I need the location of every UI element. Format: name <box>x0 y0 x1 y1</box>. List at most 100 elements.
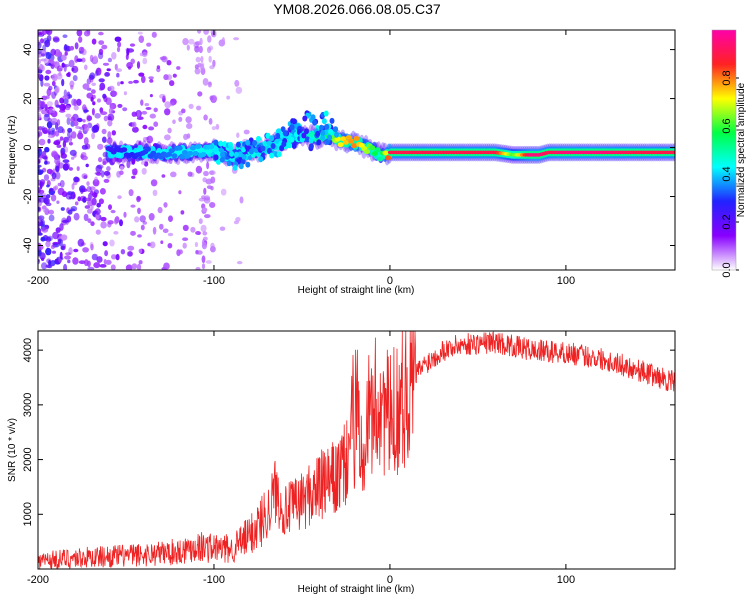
spectrogram-ridge-blob <box>260 145 266 152</box>
spectrogram-noise-blob <box>38 248 42 257</box>
snr-xlabel: Height of straight line (km) <box>298 584 415 595</box>
spectrogram-noise-blob <box>163 74 169 81</box>
spectrogram-noise-blob <box>102 62 110 66</box>
spectrogram-xlabel: Height of straight line (km) <box>298 285 415 296</box>
spectrogram-noise-blob <box>120 81 124 85</box>
colorbar-tick-label: 0.2 <box>721 214 733 229</box>
spectrogram-noise-blob <box>136 263 142 270</box>
spectrogram-noise-blob <box>116 68 122 73</box>
spectrogram-noise-blob <box>138 35 145 43</box>
spectrogram-ridge-blob <box>312 119 318 126</box>
spectrogram-noise-blob <box>81 48 87 56</box>
spectrogram-noise-blob <box>84 259 89 267</box>
spectrogram-noise-blob <box>161 174 166 178</box>
spectrogram-noise-blob <box>87 199 94 207</box>
spectrogram-noise-blob <box>194 41 201 46</box>
spectrogram-noise-blob <box>107 119 113 127</box>
spectrogram-noise-blob <box>109 239 115 247</box>
spectrogram-noise-blob <box>138 72 145 77</box>
spectrogram-noise-blob <box>209 170 214 175</box>
spectrogram-noise-blob <box>85 163 89 168</box>
spectrogram-noise-blob <box>204 214 211 219</box>
spectrogram-noise-blob <box>110 264 116 270</box>
spectrogram-noise-blob <box>55 165 60 173</box>
spectrogram-noise-blob <box>61 54 67 61</box>
snr-ytick-label: 4000 <box>22 338 34 362</box>
spectrogram-noise-blob <box>202 231 208 236</box>
spectrogram-noise-blob <box>71 65 79 73</box>
spectrogram-ridge-blob <box>315 130 321 137</box>
spectrogram-noise-blob <box>200 224 207 233</box>
spectrogram-noise-blob <box>159 223 164 230</box>
spectrogram-noise-blob <box>62 243 66 249</box>
spectrogram-noise-blob <box>119 165 124 170</box>
spectrogram-noise-blob <box>236 132 240 138</box>
spectrogram-noise-blob <box>140 160 146 165</box>
spectrogram-noise-blob <box>71 183 75 190</box>
spectrogram-noise-blob <box>61 78 65 87</box>
spectrogram-ytick-label: -40 <box>22 238 34 254</box>
spectrogram-noise-blob <box>209 202 216 208</box>
spectrogram-noise-blob <box>162 228 169 234</box>
spectrogram-noise-blob <box>131 168 137 173</box>
spectrogram-noise-blob <box>38 170 43 175</box>
spectrogram-noise-blob <box>126 251 133 257</box>
spectrogram-noise-blob <box>126 160 131 169</box>
spectrogram-noise-blob <box>106 138 111 144</box>
spectrogram-noise-blob <box>129 43 136 47</box>
spectrogram-noise-blob <box>163 202 168 208</box>
spectrogram-ridge-point <box>145 146 151 152</box>
spectrogram-noise-blob <box>104 250 108 257</box>
spectrogram-noise-blob <box>108 85 115 92</box>
spectrogram-noise-blob <box>38 232 43 236</box>
spectrogram-ridge-point <box>166 151 173 157</box>
spectrogram-noise-blob <box>93 262 101 269</box>
spectrogram-ridge-blob <box>327 134 333 141</box>
spectrogram-ridge-blob <box>213 154 219 161</box>
spectrogram-ridge-blob <box>213 139 219 146</box>
spectrogram-noise-blob <box>188 103 194 109</box>
spectrogram-noise-blob <box>200 56 204 63</box>
spectrogram-ridge-blob <box>276 151 282 158</box>
spectrogram-noise-blob <box>59 136 64 141</box>
spectrogram-ridge-blob <box>334 131 340 138</box>
spectrogram-noise-blob <box>172 119 176 125</box>
spectrogram-noise-blob <box>87 266 95 270</box>
spectrogram-noise-blob <box>38 179 42 186</box>
spectrogram-noise-blob <box>41 95 48 101</box>
spectrogram-ridge-blob <box>318 124 324 131</box>
spectrogram-ridge-point <box>342 139 349 145</box>
spectrogram-noise-blob <box>91 108 95 116</box>
spectrogram-ridge-blob <box>258 156 264 163</box>
spectrogram-noise-blob <box>44 154 48 163</box>
spectrogram-xtick-label: -100 <box>203 275 225 287</box>
spectrogram-ridge-point <box>364 149 371 155</box>
spectrogram-noise-blob <box>152 226 157 235</box>
spectrogram-noise-blob <box>130 58 135 65</box>
spectrogram-noise-blob <box>50 244 55 250</box>
figure-title: YM08.2026.066.08.05.C37 <box>273 1 441 17</box>
spectrogram-noise-blob <box>83 137 89 146</box>
spectrogram-noise-blob <box>203 187 207 195</box>
spectrogram-noise-blob <box>63 162 71 170</box>
spectrogram-noise-blob <box>131 111 137 117</box>
spectrogram-noise-blob <box>201 263 206 270</box>
spectrogram-noise-blob <box>60 207 65 211</box>
spectrogram-noise-blob <box>45 52 52 59</box>
spectrogram-noise-blob <box>46 264 53 269</box>
spectrogram-noise-blob <box>201 255 206 264</box>
spectrogram-noise-blob <box>161 55 168 63</box>
spectrogram-noise-blob <box>94 171 102 175</box>
spectrogram-ridge-point <box>353 136 360 141</box>
spectrogram-noise-blob <box>195 165 203 174</box>
spectrogram-noise-blob <box>203 170 209 177</box>
spectrogram-noise-blob <box>84 205 91 209</box>
spectrogram-noise-blob <box>77 132 84 140</box>
spectrogram-noise-blob <box>58 238 63 247</box>
spectrogram-noise-blob <box>187 171 193 177</box>
spectrogram-noise-blob <box>122 107 128 112</box>
spectrogram-noise-blob <box>215 123 220 130</box>
spectrogram-ridge-point <box>350 143 357 149</box>
spectrogram-ridge-point <box>335 136 341 142</box>
spectrogram-noise-blob <box>50 48 56 56</box>
